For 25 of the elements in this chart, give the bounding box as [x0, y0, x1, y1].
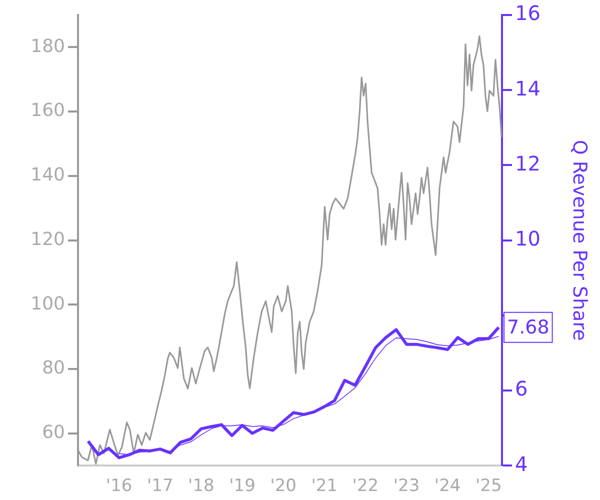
y2-tick-label: 10 [515, 226, 540, 251]
y-tick-label: 160 [30, 100, 65, 122]
y2-tick-label: 14 [515, 76, 540, 100]
y2-tick-label: 4 [515, 452, 528, 476]
y2-tick-label: 12 [515, 151, 540, 176]
x-tick-label: '20 [270, 476, 296, 496]
x-tick-label: '21 [311, 476, 338, 496]
x-tick-label: '19 [229, 476, 256, 496]
x-tick-label: '16 [106, 476, 132, 496]
y-tick-label: 180 [30, 36, 65, 57]
y2-tick-label: 6 [515, 376, 528, 401]
y-tick-label: 140 [30, 164, 65, 186]
x-tick-label: '18 [188, 476, 214, 496]
text: 7.68 [507, 316, 550, 338]
x-tick-label: '22 [352, 476, 379, 496]
y-tick-label: 120 [30, 228, 65, 250]
x-tick-label: '23 [393, 476, 420, 496]
y2-axis-title: Q Revenue Per Share [568, 140, 591, 341]
x-tick-label: '25 [475, 476, 502, 496]
y-tick-label: 100 [30, 293, 65, 314]
x-tick-label: '17 [146, 476, 174, 496]
y-tick-label: 60 [42, 422, 65, 444]
x-tick-label: '24 [434, 476, 461, 496]
y2-tick-label: 16 [515, 1, 540, 26]
y-tick-label: 80 [42, 358, 65, 379]
